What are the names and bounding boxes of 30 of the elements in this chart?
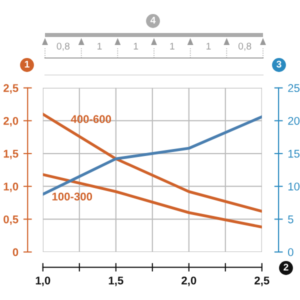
y-tick-label: 1,5 [4, 150, 18, 160]
x-tick-label: 2,5 [254, 276, 270, 286]
series-label: 400-600 [70, 115, 112, 124]
y2-tick-label: 5 [288, 216, 294, 224]
text: 1 [98, 42, 102, 50]
line-series [42, 112, 262, 213]
y2-tick-label: 25 [288, 84, 300, 92]
x-tick-label: 2,0 [182, 276, 196, 286]
y-tick-label: 2,0 [4, 116, 18, 126]
series-label: 100-300 [52, 192, 92, 201]
y2-axis-title: 3 [276, 60, 282, 68]
text: 1 [134, 42, 138, 50]
y2-tick-label: 10 [288, 182, 300, 190]
text: 1 [170, 42, 174, 50]
x-tick-label: 1,5 [108, 276, 124, 286]
text: 4 [150, 16, 156, 24]
y-tick-label: 1,0 [4, 182, 18, 192]
y-tick-label: 2,5 [4, 84, 18, 94]
y-axis-title: 1 [24, 60, 30, 68]
text: 1 [206, 42, 211, 50]
text: 0,8 [238, 42, 252, 51]
y2-tick-label: 15 [288, 150, 300, 158]
text: 0,8 [56, 42, 70, 51]
y2-tick-label: 20 [288, 116, 300, 125]
line-series [42, 173, 262, 228]
x-axis-title: 2 [284, 264, 288, 271]
y-tick-label: 0,5 [4, 215, 18, 225]
y-tick-label: 0 [12, 248, 18, 256]
x-tick-label: 1,0 [36, 276, 50, 286]
y2-tick-label: 0 [288, 248, 294, 256]
